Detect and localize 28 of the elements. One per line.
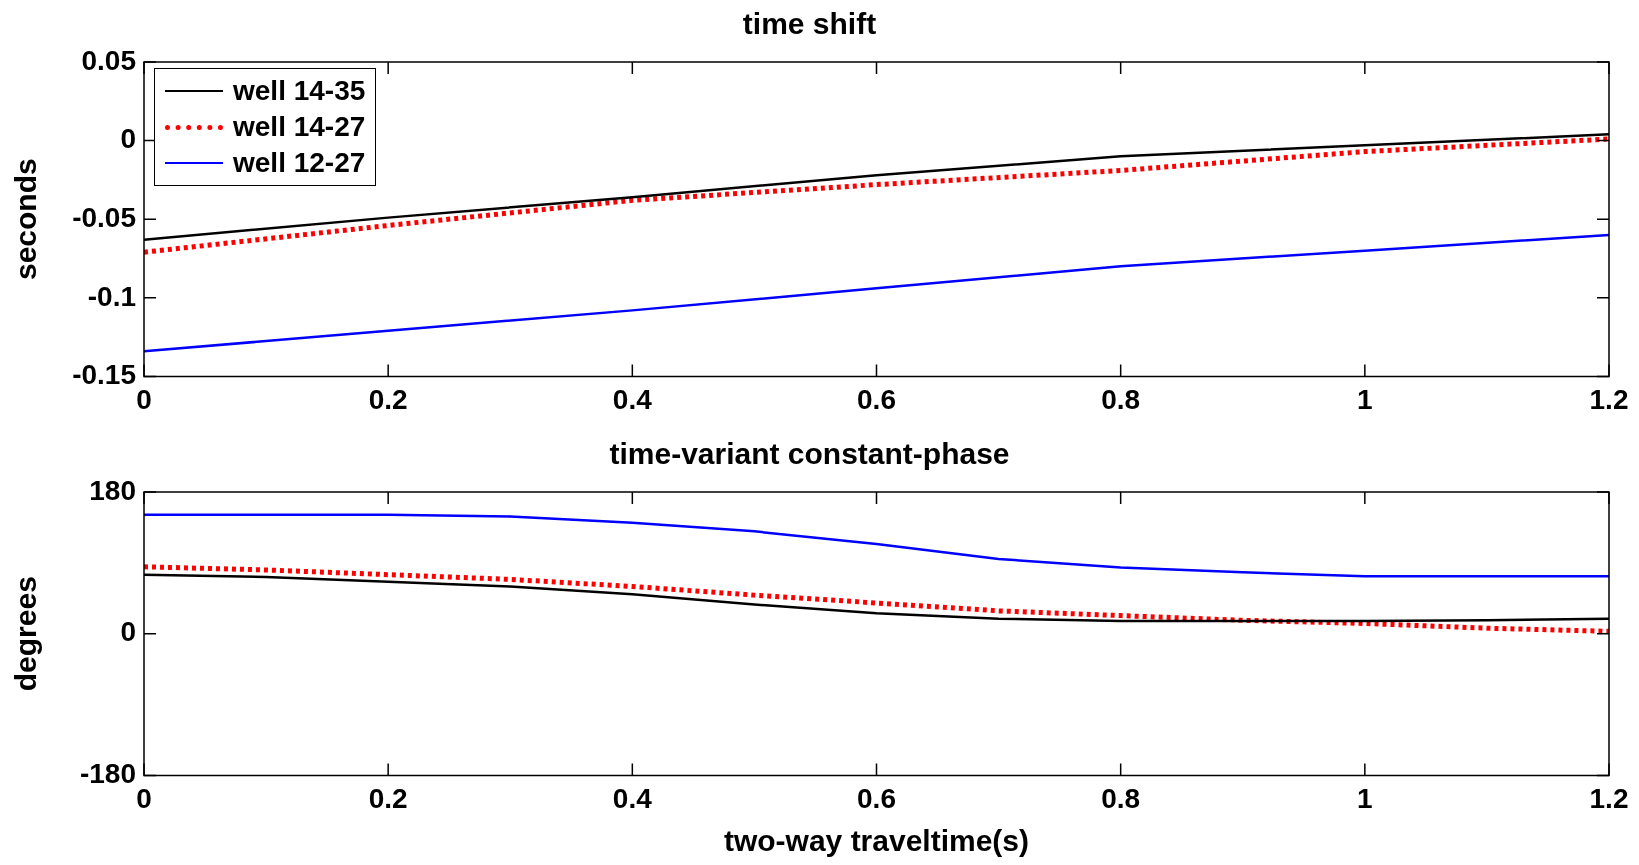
x-tick-label: 0.4 [612,383,653,415]
x-tick-label: 1.2 [1589,383,1629,415]
x-tick-label: 0.8 [1101,383,1141,415]
x-tick-label: 1.2 [1589,782,1629,814]
x-tick-label: 0.8 [1101,782,1141,814]
y-tick-label: -0.05 [72,201,136,233]
legend-label: well 14-27 [233,111,366,143]
x-axis-title: two-way traveltime(s) [723,824,1030,858]
y-tick-label: 0 [120,616,136,648]
y-tick-label: 180 [89,474,136,506]
y-tick-label: 0 [120,123,136,155]
y-axis-title: seconds [9,158,43,281]
y-tick-label: -0.15 [72,359,136,391]
chart-title: time-variant constant-phase [609,437,1010,471]
x-tick-label: 0.6 [857,782,896,814]
y-axis-title: degrees [9,576,43,692]
y-tick-label: -0.1 [87,280,136,312]
chart-title: time shift [742,7,877,41]
legend-label: well 14-35 [233,75,366,107]
x-tick-label: 0.6 [857,383,896,415]
y-tick-label: 0.05 [81,44,136,76]
y-tick-label: -180 [79,758,136,790]
x-tick-label: 0.2 [368,383,408,415]
x-tick-label: 0.4 [612,782,653,814]
x-tick-label: 1 [1357,383,1373,415]
x-tick-label: 1 [1357,782,1373,814]
legend-label: well 12-27 [233,147,366,179]
x-tick-label: 0.2 [368,782,408,814]
